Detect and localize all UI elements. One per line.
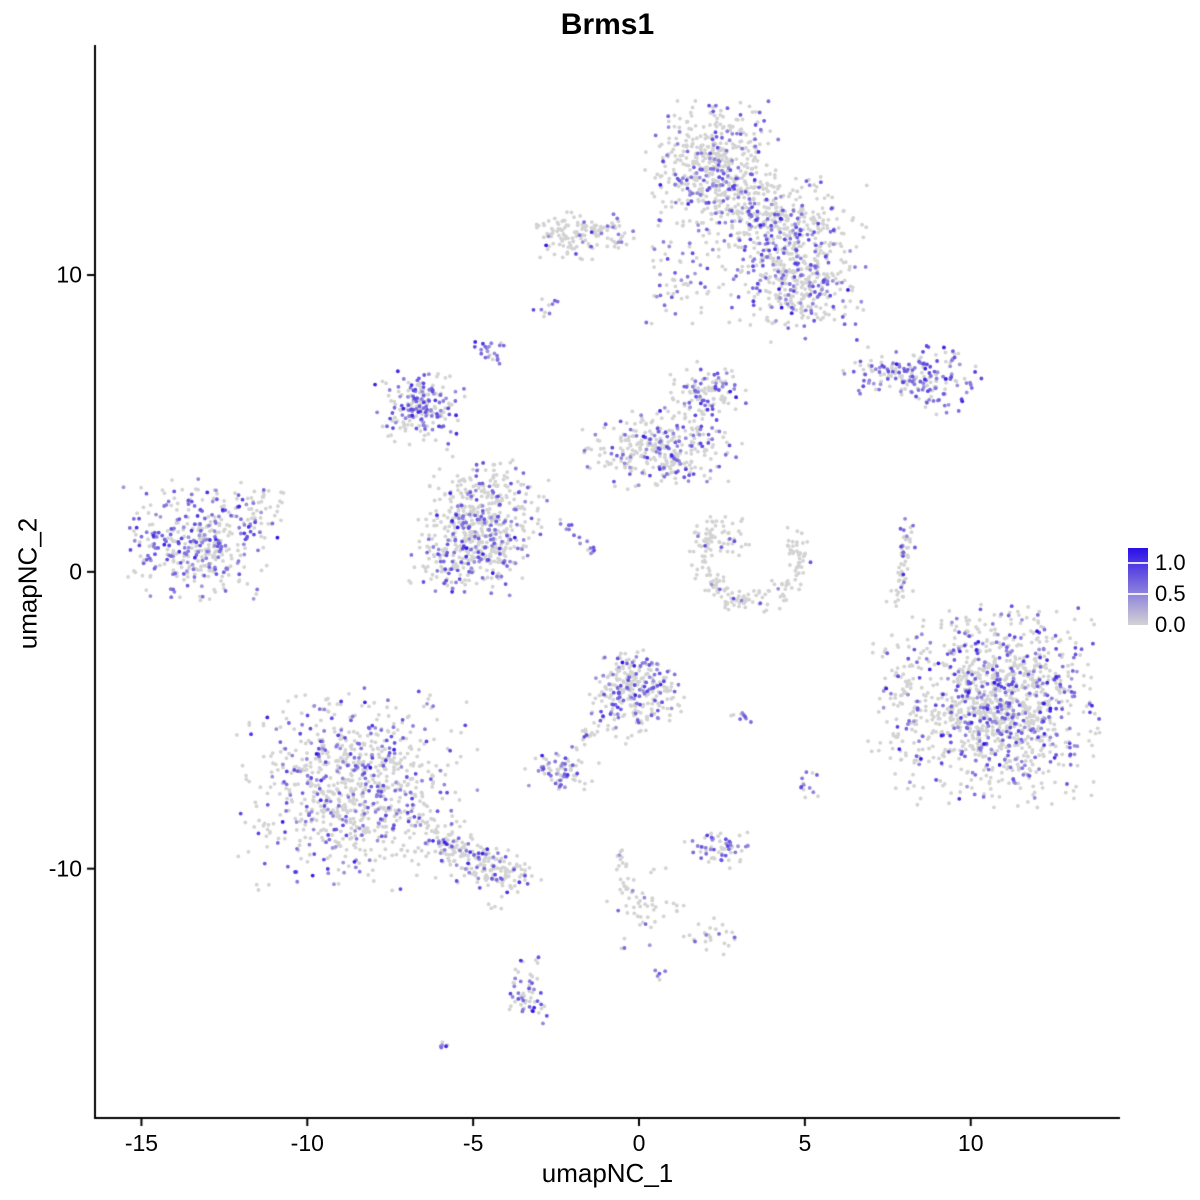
legend-tick-label: 0.5 [1155,580,1186,606]
x-tick-label: -5 [462,1130,484,1156]
legend-tick-label: 1.0 [1155,550,1186,575]
legend-notch [1128,562,1148,564]
legend-gradient-bar [1128,548,1148,625]
y-tick-label: -10 [48,855,82,882]
legend-tick-label: 0.0 [1155,612,1186,637]
x-tick-label: 0 [632,1130,646,1156]
x-tick-label: -15 [124,1130,159,1156]
y-tick-label: 10 [56,261,82,288]
y-tick-label: 0 [69,558,82,585]
x-tick-label: -10 [290,1130,324,1156]
x-tick-label: 5 [798,1130,812,1156]
x-tick-label: 10 [957,1130,984,1156]
x-axis-label: umapNC_1 [541,1158,674,1188]
legend-notch [1128,592,1148,595]
